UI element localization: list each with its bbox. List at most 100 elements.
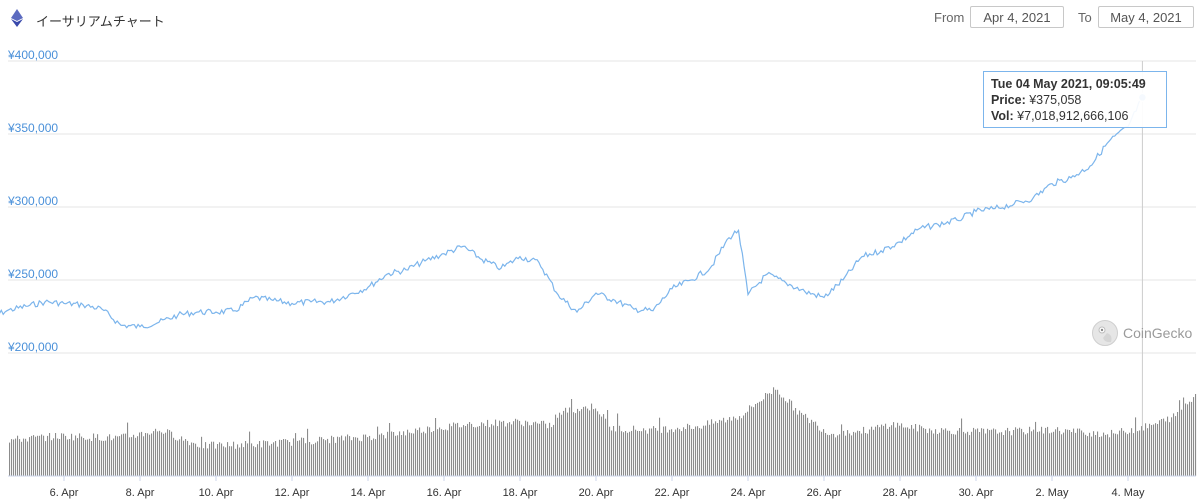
volume-bar bbox=[261, 447, 263, 476]
volume-bar bbox=[933, 433, 935, 476]
volume-bar bbox=[489, 427, 491, 476]
volume-bar bbox=[543, 420, 545, 476]
volume-bar bbox=[241, 443, 243, 476]
volume-bar bbox=[669, 429, 671, 476]
volume-bar bbox=[573, 412, 575, 476]
volume-bar bbox=[115, 435, 117, 476]
volume-bar bbox=[691, 428, 693, 476]
volume-bar bbox=[1047, 426, 1049, 476]
volume-bar bbox=[605, 418, 607, 476]
volume-bar bbox=[151, 433, 153, 476]
volume-bar bbox=[197, 446, 199, 476]
volume-bar bbox=[713, 423, 715, 476]
volume-bar bbox=[1121, 428, 1123, 476]
volume-bar bbox=[19, 439, 21, 476]
volume-bar bbox=[209, 443, 211, 476]
volume-bar bbox=[1113, 433, 1115, 476]
volume-bar bbox=[833, 433, 835, 476]
volume-bar bbox=[17, 435, 19, 476]
volume-bar bbox=[775, 389, 777, 476]
x-tick-label: 4. May bbox=[1111, 487, 1145, 499]
volume-bar bbox=[495, 419, 497, 476]
volume-bar bbox=[687, 423, 689, 476]
volume-bar bbox=[739, 416, 741, 476]
x-tick-label: 18. Apr bbox=[503, 487, 538, 499]
volume-bar bbox=[181, 436, 183, 476]
volume-bar bbox=[337, 436, 339, 476]
volume-bar bbox=[653, 426, 655, 476]
volume-bar bbox=[557, 417, 559, 476]
volume-bar bbox=[613, 426, 615, 476]
volume-bar bbox=[751, 406, 753, 476]
volume-bar bbox=[455, 423, 457, 476]
volume-bar bbox=[869, 429, 871, 476]
volume-bar bbox=[389, 423, 391, 476]
volume-bar bbox=[829, 435, 831, 476]
volume-bar bbox=[961, 418, 963, 476]
volume-bar bbox=[977, 428, 979, 476]
volume-bar bbox=[1099, 437, 1101, 476]
volume-bar bbox=[549, 422, 551, 476]
volume-bar bbox=[245, 441, 247, 476]
volume-bar bbox=[311, 444, 313, 476]
volume-bar bbox=[281, 440, 283, 476]
volume-bar bbox=[505, 426, 507, 476]
volume-bar bbox=[1181, 409, 1183, 476]
volume-bar bbox=[1077, 428, 1079, 476]
volume-bar bbox=[847, 430, 849, 476]
volume-bar bbox=[203, 448, 205, 476]
volume-bar bbox=[71, 433, 73, 476]
volume-bar bbox=[347, 434, 349, 476]
volume-bar bbox=[1027, 433, 1029, 476]
x-tick-label: 28. Apr bbox=[883, 487, 918, 499]
volume-bar bbox=[497, 426, 499, 476]
tooltip-date: Tue 04 May 2021, 09:05:49 bbox=[991, 77, 1146, 91]
volume-bar bbox=[507, 423, 509, 476]
volume-bar bbox=[511, 424, 513, 476]
volume-bar bbox=[61, 433, 63, 476]
volume-bar bbox=[923, 428, 925, 476]
volume-bar bbox=[1117, 434, 1119, 476]
volume-bar bbox=[599, 414, 601, 476]
volume-bar bbox=[725, 422, 727, 476]
from-date-input[interactable]: Apr 4, 2021 bbox=[970, 6, 1064, 28]
volume-bar bbox=[29, 437, 31, 476]
volume-bar bbox=[1133, 433, 1135, 476]
volume-bar bbox=[1009, 431, 1011, 476]
volume-bar bbox=[135, 437, 137, 476]
volume-bar bbox=[415, 428, 417, 476]
volume-bar bbox=[479, 426, 481, 476]
volume-bar bbox=[901, 423, 903, 476]
volume-bar bbox=[491, 424, 493, 476]
volume-bar bbox=[285, 439, 287, 476]
price-tooltip: Tue 04 May 2021, 09:05:49 Price: ¥375,05… bbox=[983, 71, 1167, 128]
volume-bar bbox=[165, 432, 167, 476]
volume-bar bbox=[23, 438, 25, 476]
volume-bar bbox=[1123, 430, 1125, 476]
volume-bar bbox=[877, 424, 879, 476]
tooltip-price-value: ¥375,058 bbox=[1029, 93, 1082, 107]
volume-bar bbox=[567, 412, 569, 476]
x-tick-label: 10. Apr bbox=[199, 487, 234, 499]
volume-bar bbox=[325, 440, 327, 476]
volume-bar bbox=[521, 424, 523, 476]
to-date-input[interactable]: May 4, 2021 bbox=[1098, 6, 1194, 28]
volume-bar bbox=[411, 433, 413, 476]
volume-bar bbox=[15, 438, 17, 476]
tooltip-vol-label: Vol: bbox=[991, 109, 1014, 123]
y-axis-labels: ¥200,000 ¥250,000 ¥300,000 ¥350,000 ¥400,000 bbox=[7, 48, 58, 354]
volume-bar bbox=[575, 413, 577, 476]
volume-bar bbox=[879, 427, 881, 476]
volume-bar bbox=[987, 428, 989, 476]
volume-bar bbox=[147, 433, 149, 476]
volume-bar bbox=[1041, 426, 1043, 476]
volume-bar bbox=[291, 445, 293, 476]
volume-bar bbox=[267, 441, 269, 476]
volume-bar bbox=[927, 433, 929, 476]
volume-bar bbox=[381, 433, 383, 476]
volume-bar bbox=[217, 444, 219, 476]
volume-bar bbox=[231, 446, 233, 476]
volume-bar bbox=[433, 431, 435, 476]
volume-bar bbox=[1145, 423, 1147, 476]
